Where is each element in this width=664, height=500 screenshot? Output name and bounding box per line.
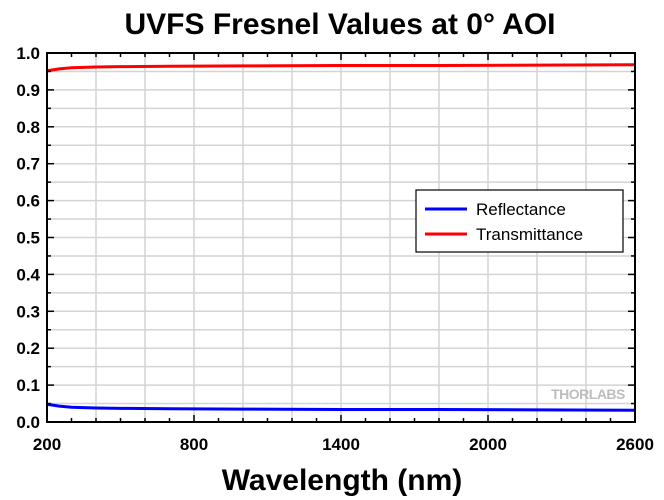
legend: Reflectance Transmittance	[415, 189, 624, 253]
x-tick-label: 2000	[469, 435, 507, 454]
y-tick-label: 0.3	[16, 302, 40, 321]
legend-label-reflectance: Reflectance	[476, 200, 566, 219]
y-tick-label: 0.1	[16, 376, 40, 395]
thorlabs-watermark: THORLABS	[551, 386, 625, 402]
axes	[46, 52, 636, 423]
y-tick-label: 0.7	[16, 155, 40, 174]
x-tick-label: 200	[33, 435, 61, 454]
y-tick-label: 0.9	[16, 81, 40, 100]
chart-title: UVFS Fresnel Values at 0° AOI	[124, 8, 555, 41]
series-line-reflectance	[46, 402, 636, 412]
x-tick-label: 1400	[322, 435, 360, 454]
series-line-transmittance	[46, 63, 636, 73]
y-tick-label: 0.2	[16, 339, 40, 358]
y-tick-label: 0.0	[16, 413, 40, 432]
x-axis-label: Wavelength (nm)	[222, 464, 463, 497]
tick-labels: 200 800 1400 2000 2600 0.0 0.1 0.2 0.3 0.4 0.5 0.6 0…	[16, 44, 654, 454]
legend-box	[415, 189, 624, 253]
y-tick-label: 0.6	[16, 192, 40, 211]
y-tick-label: 0.8	[16, 118, 40, 137]
y-tick-label: 0.4	[16, 265, 40, 284]
legend-label-transmittance: Transmittance	[476, 225, 583, 244]
series-lines	[46, 63, 636, 412]
x-tick-label: 800	[180, 435, 208, 454]
x-tick-label: 2600	[616, 435, 654, 454]
y-tick-label: 0.5	[16, 229, 40, 248]
y-tick-label: 1.0	[16, 44, 40, 63]
